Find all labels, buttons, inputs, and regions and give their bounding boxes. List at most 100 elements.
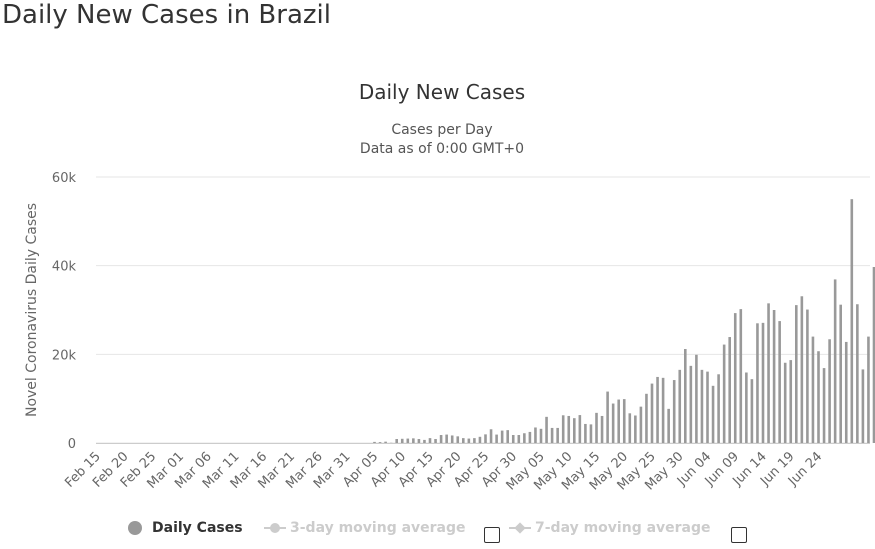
bar[interactable]: [872, 267, 875, 443]
bar[interactable]: [684, 349, 687, 443]
bar[interactable]: [378, 442, 382, 443]
bar[interactable]: [778, 321, 781, 443]
bar[interactable]: [445, 434, 448, 443]
bar[interactable]: [667, 408, 670, 443]
bar[interactable]: [795, 305, 798, 443]
bar[interactable]: [511, 435, 515, 443]
bar[interactable]: [600, 415, 604, 443]
bar[interactable]: [711, 385, 715, 443]
bar[interactable]: [611, 403, 615, 443]
bar[interactable]: [706, 371, 709, 443]
legend-item-3-day-moving-average[interactable]: 3-day moving average: [264, 520, 466, 536]
bar[interactable]: [428, 438, 432, 443]
bar[interactable]: [717, 374, 720, 443]
bar[interactable]: [844, 341, 848, 443]
bar[interactable]: [495, 434, 498, 443]
bar[interactable]: [573, 418, 576, 443]
bar[interactable]: [789, 360, 793, 443]
bar[interactable]: [473, 438, 476, 443]
bar[interactable]: [772, 310, 776, 443]
bar[interactable]: [545, 416, 548, 443]
bar[interactable]: [634, 415, 637, 443]
bar[interactable]: [517, 435, 521, 443]
bar[interactable]: [467, 438, 471, 443]
bar[interactable]: [595, 412, 598, 443]
bar[interactable]: [822, 368, 826, 443]
bar[interactable]: [800, 296, 804, 443]
bar[interactable]: [656, 376, 659, 443]
bar[interactable]: [839, 304, 842, 443]
legend-item-daily-cases[interactable]: Daily Cases: [128, 520, 243, 536]
bar[interactable]: [617, 399, 620, 443]
bar[interactable]: [672, 380, 676, 443]
legend-item-7-day-moving-average[interactable]: 7-day moving average: [509, 520, 711, 536]
bar[interactable]: [406, 438, 410, 443]
bar[interactable]: [817, 351, 820, 443]
bar[interactable]: [489, 429, 493, 443]
bar[interactable]: [867, 336, 870, 443]
bar[interactable]: [450, 435, 454, 443]
bar[interactable]: [539, 428, 543, 443]
bar[interactable]: [850, 199, 854, 443]
bar[interactable]: [439, 435, 443, 443]
bar[interactable]: [528, 431, 532, 443]
bar[interactable]: [534, 427, 537, 443]
bar[interactable]: [811, 336, 815, 443]
bar[interactable]: [484, 434, 487, 443]
bar[interactable]: [733, 313, 737, 443]
bar[interactable]: [806, 309, 809, 443]
bar[interactable]: [423, 439, 426, 443]
bar[interactable]: [462, 438, 465, 443]
bar[interactable]: [478, 436, 482, 443]
bar[interactable]: [695, 354, 698, 443]
bars: [96, 199, 875, 444]
bar[interactable]: [384, 441, 387, 443]
bar[interactable]: [689, 365, 693, 443]
bar[interactable]: [589, 424, 593, 443]
bar[interactable]: [678, 369, 682, 443]
chart-title: Daily New Cases: [359, 80, 525, 104]
bar[interactable]: [739, 309, 743, 443]
bar[interactable]: [828, 339, 831, 443]
y-tick-label: 20k: [52, 348, 77, 363]
bar[interactable]: [750, 379, 754, 443]
bar[interactable]: [833, 279, 837, 443]
bar[interactable]: [434, 439, 437, 443]
bar[interactable]: [700, 369, 704, 443]
bar[interactable]: [645, 393, 648, 443]
bar[interactable]: [650, 383, 654, 443]
bar[interactable]: [523, 433, 526, 443]
bar[interactable]: [506, 430, 509, 443]
bar[interactable]: [373, 441, 376, 443]
bar[interactable]: [639, 406, 643, 443]
bar[interactable]: [400, 438, 404, 443]
bar[interactable]: [550, 427, 554, 443]
bar[interactable]: [417, 439, 421, 443]
bar[interactable]: [606, 391, 609, 443]
checkbox-7-day-moving-average[interactable]: [731, 527, 747, 543]
bar[interactable]: [767, 303, 770, 443]
bar[interactable]: [745, 372, 748, 443]
bar[interactable]: [567, 415, 571, 443]
bar[interactable]: [761, 322, 765, 443]
y-axis-ticks: 0 20k 40k 60k: [52, 171, 77, 452]
bar[interactable]: [500, 430, 504, 443]
bar[interactable]: [556, 427, 559, 443]
bar[interactable]: [783, 362, 787, 443]
bar[interactable]: [856, 304, 859, 443]
bar[interactable]: [395, 439, 398, 443]
bar[interactable]: [456, 436, 460, 443]
bar[interactable]: [561, 415, 565, 443]
bar[interactable]: [756, 323, 759, 443]
bar[interactable]: [722, 344, 726, 443]
bar[interactable]: [661, 377, 665, 443]
bar[interactable]: [861, 369, 865, 443]
bar[interactable]: [578, 415, 582, 443]
bar[interactable]: [412, 438, 415, 443]
bar[interactable]: [622, 399, 626, 443]
bar[interactable]: [728, 337, 731, 443]
bar[interactable]: [628, 413, 632, 443]
line-diamond-icon: [509, 522, 531, 534]
bar[interactable]: [584, 423, 587, 443]
checkbox-3-day-moving-average[interactable]: [484, 527, 500, 543]
